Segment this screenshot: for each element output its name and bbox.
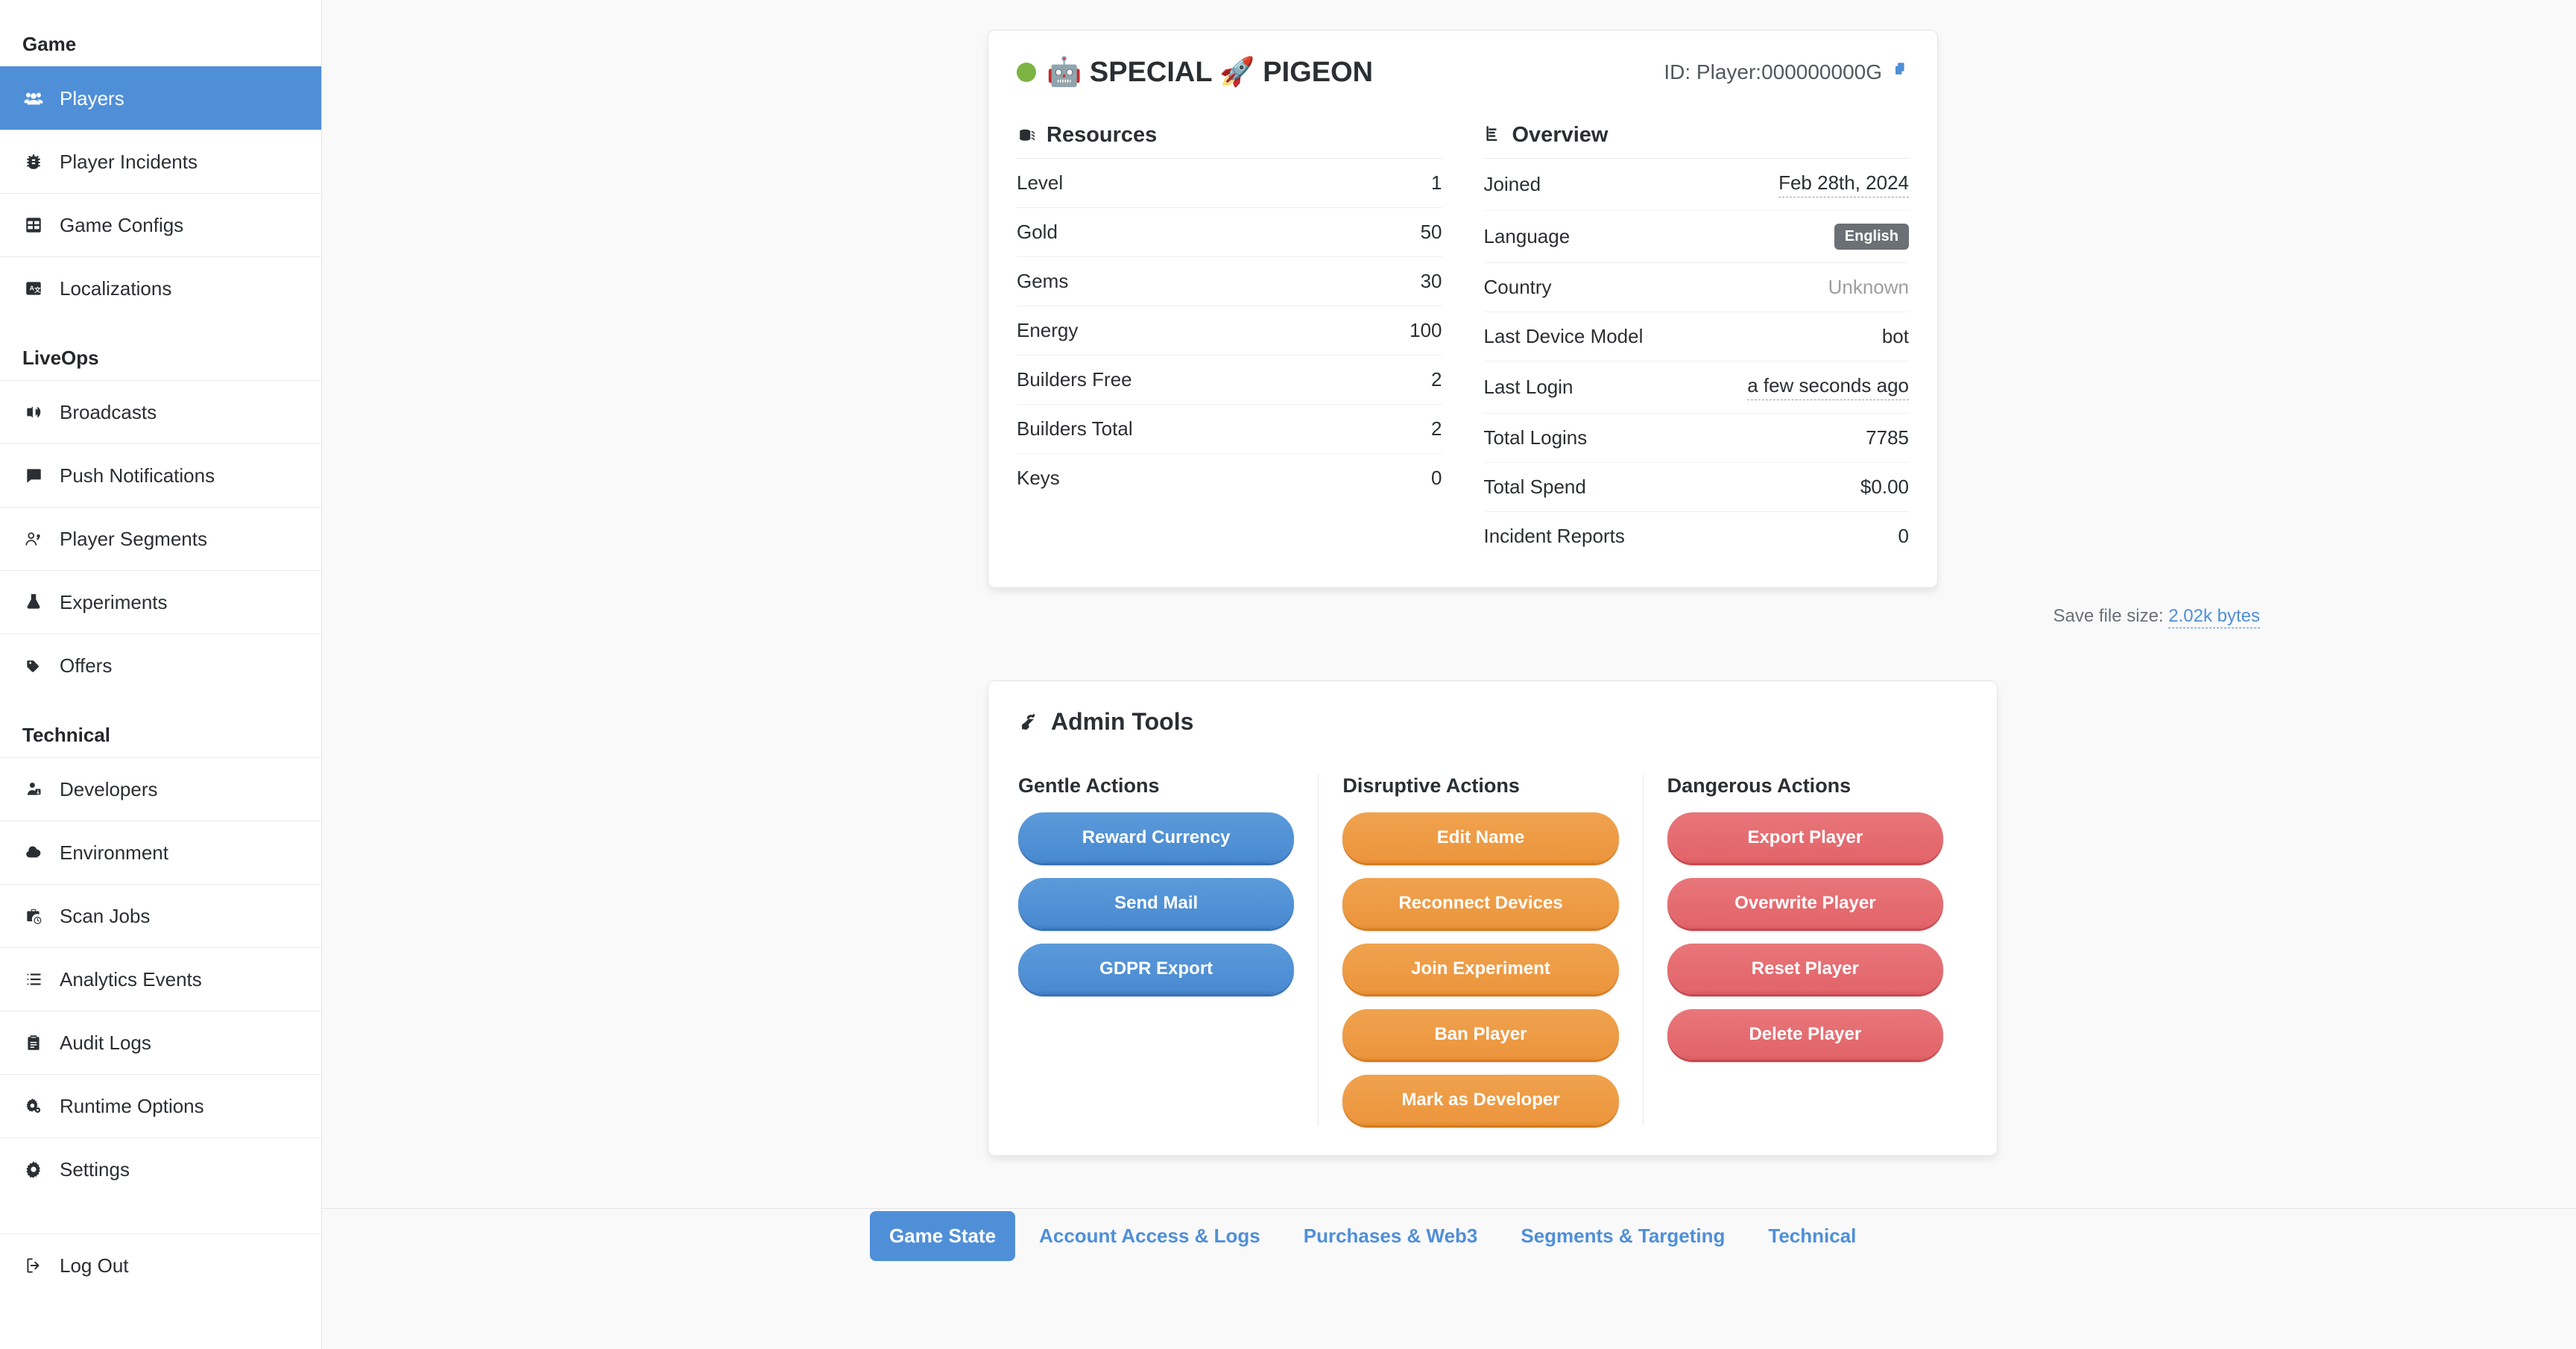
svg-text:文: 文	[34, 285, 41, 294]
